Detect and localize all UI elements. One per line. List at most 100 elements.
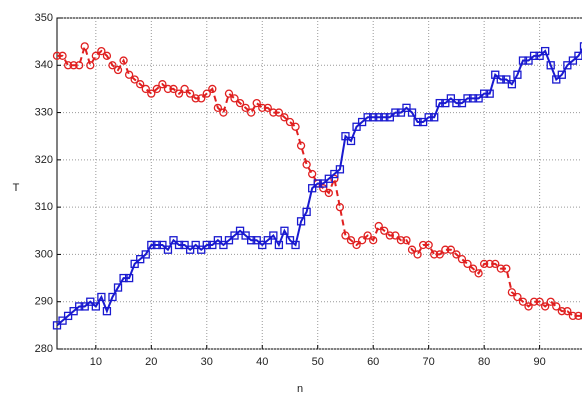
marker — [430, 113, 439, 122]
marker — [302, 207, 311, 217]
x-tick-label: 70 — [423, 356, 435, 368]
marker — [158, 240, 167, 250]
marker — [80, 42, 89, 51]
marker — [208, 240, 217, 250]
y-tick-label: 290 — [35, 296, 53, 308]
marker — [52, 51, 62, 60]
marker — [313, 179, 322, 188]
marker — [274, 240, 284, 250]
marker — [380, 113, 389, 122]
marker — [130, 259, 139, 269]
marker — [108, 61, 117, 70]
marker — [446, 94, 456, 103]
x-tick-label: 80 — [478, 356, 490, 368]
marker — [185, 89, 195, 98]
marker — [341, 231, 350, 240]
marker — [230, 94, 239, 103]
marker — [546, 61, 555, 70]
marker — [69, 61, 78, 70]
marker — [441, 98, 450, 108]
marker — [346, 136, 356, 146]
marker — [258, 103, 267, 112]
marker — [202, 89, 211, 98]
marker — [197, 245, 206, 254]
x-tick-label: 60 — [367, 356, 379, 368]
marker — [541, 302, 550, 311]
marker — [579, 42, 582, 51]
marker — [502, 264, 511, 273]
marker — [402, 103, 411, 112]
marker — [529, 297, 539, 306]
marker — [291, 122, 300, 131]
marker — [552, 302, 561, 311]
marker — [363, 231, 372, 240]
marker — [346, 236, 356, 245]
marker — [141, 250, 150, 259]
marker — [418, 240, 428, 250]
marker — [113, 65, 123, 75]
marker — [474, 94, 483, 103]
marker — [213, 103, 223, 112]
marker — [308, 184, 317, 193]
marker — [513, 70, 522, 79]
marker — [202, 240, 211, 250]
marker — [180, 240, 189, 250]
marker — [180, 84, 189, 94]
marker — [402, 236, 411, 245]
marker — [529, 51, 539, 60]
marker — [91, 51, 100, 60]
marker — [557, 70, 566, 79]
marker — [535, 51, 544, 60]
marker — [396, 236, 406, 245]
marker — [235, 226, 245, 235]
marker — [485, 89, 494, 98]
marker — [335, 165, 345, 174]
marker — [563, 307, 572, 316]
y-tick-label: 320 — [35, 154, 53, 166]
marker — [563, 61, 572, 70]
marker — [86, 61, 95, 70]
marker — [518, 56, 528, 65]
marker — [352, 122, 361, 131]
marker — [185, 245, 195, 254]
x-tick-label: 90 — [533, 356, 545, 368]
marker — [208, 84, 217, 94]
marker — [296, 141, 306, 150]
marker — [341, 132, 350, 141]
marker — [252, 98, 261, 108]
marker — [363, 113, 372, 122]
marker — [374, 113, 383, 122]
x-tick-label: 30 — [201, 356, 213, 368]
marker — [235, 98, 245, 108]
marker — [435, 98, 444, 108]
marker — [63, 311, 73, 321]
marker — [108, 292, 117, 302]
marker — [491, 70, 500, 79]
marker — [352, 240, 361, 250]
marker — [407, 108, 417, 117]
marker — [507, 80, 517, 89]
marker — [524, 56, 533, 65]
y-tick-label: 300 — [35, 248, 53, 260]
marker — [296, 217, 306, 226]
marker — [513, 292, 522, 302]
marker — [241, 231, 250, 240]
marker — [424, 240, 433, 250]
marker — [247, 108, 256, 117]
marker — [452, 98, 461, 108]
marker — [224, 236, 234, 245]
marker — [380, 226, 389, 235]
marker — [97, 292, 106, 302]
marker — [80, 302, 89, 311]
y-tick-label: 330 — [35, 106, 53, 118]
marker — [247, 236, 256, 245]
marker — [58, 51, 67, 60]
marker — [152, 84, 162, 94]
marker — [102, 51, 112, 60]
marker — [319, 179, 328, 188]
marker — [163, 245, 173, 254]
marker — [147, 240, 156, 250]
marker — [424, 113, 433, 122]
marker — [285, 236, 295, 245]
marker — [413, 117, 422, 127]
